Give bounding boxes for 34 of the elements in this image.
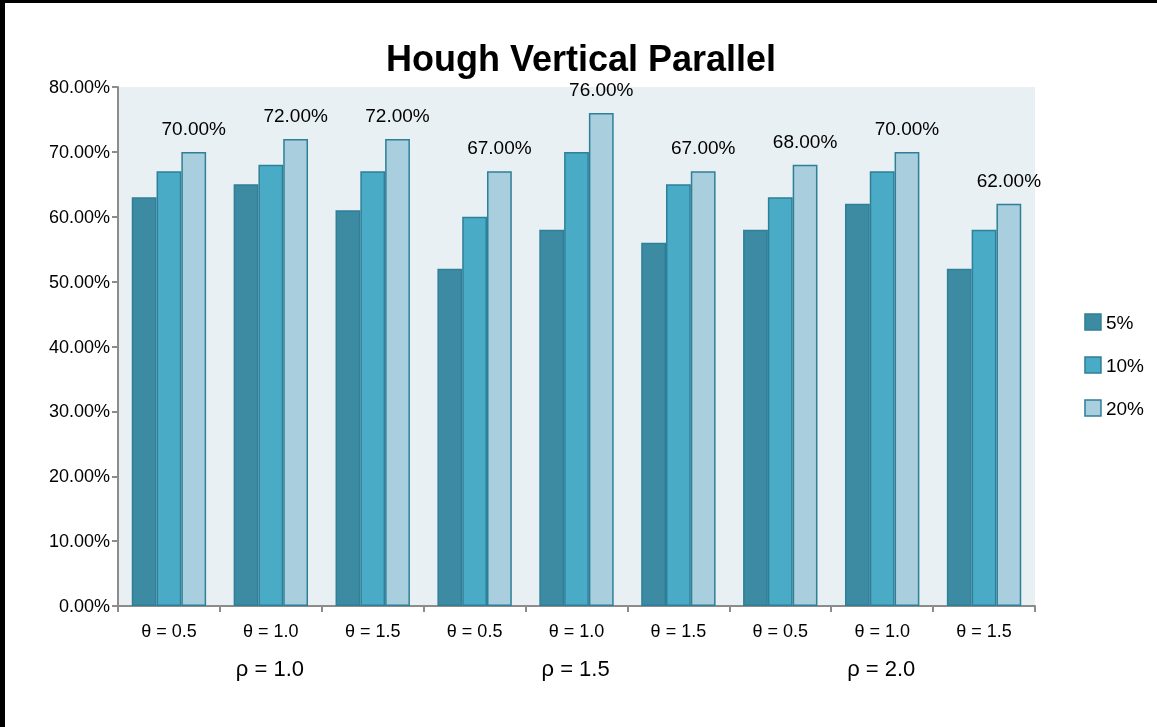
y-tick-label: 30.00%	[48, 401, 110, 422]
y-tick-label: 0.00%	[58, 596, 110, 616]
y-tick-label: 40.00%	[48, 336, 110, 357]
legend-label: 5%	[1105, 311, 1134, 333]
y-tick-label: 10.00%	[48, 531, 110, 552]
y-tick-label: 70.00%	[48, 141, 110, 162]
data-label: 62.00%	[976, 169, 1042, 191]
data-label: 76.00%	[569, 78, 634, 100]
x-tick-label: θ = 1.5	[650, 621, 707, 641]
data-label: 72.00%	[263, 104, 328, 126]
data-label: 67.00%	[670, 137, 736, 159]
x-tick-label: θ = 1.0	[243, 621, 299, 641]
x-tick-label: θ = 1.5	[344, 621, 401, 641]
chart-title: Hough Vertical Parallel	[385, 37, 777, 79]
x-tick-label: θ = 1.0	[854, 621, 910, 641]
x-tick-label: θ = 0.5	[752, 621, 809, 641]
x-tick-label: θ = 1.5	[956, 621, 1012, 641]
x-tick-label: θ = 0.5	[141, 621, 197, 641]
data-label: 67.00%	[467, 137, 532, 159]
data-label: 70.00%	[874, 117, 940, 139]
y-tick-label: 20.00%	[48, 466, 110, 487]
x-tick-label: θ = 0.5	[446, 621, 503, 641]
data-label: 68.00%	[772, 130, 838, 152]
y-tick-label: 60.00%	[48, 206, 110, 227]
data-label: 72.00%	[365, 104, 430, 126]
legend-label: 20%	[1105, 397, 1145, 419]
y-tick-label: 80.00%	[48, 77, 110, 97]
data-label: 70.00%	[161, 117, 227, 139]
text: ρ = 1.0	[235, 655, 305, 681]
text: ρ = 1.5	[541, 655, 610, 681]
text: ρ = 2.0	[847, 655, 916, 681]
x-tick-label: θ = 1.0	[548, 621, 605, 641]
y-tick-label: 50.00%	[48, 271, 110, 292]
legend-label: 10%	[1105, 354, 1145, 376]
